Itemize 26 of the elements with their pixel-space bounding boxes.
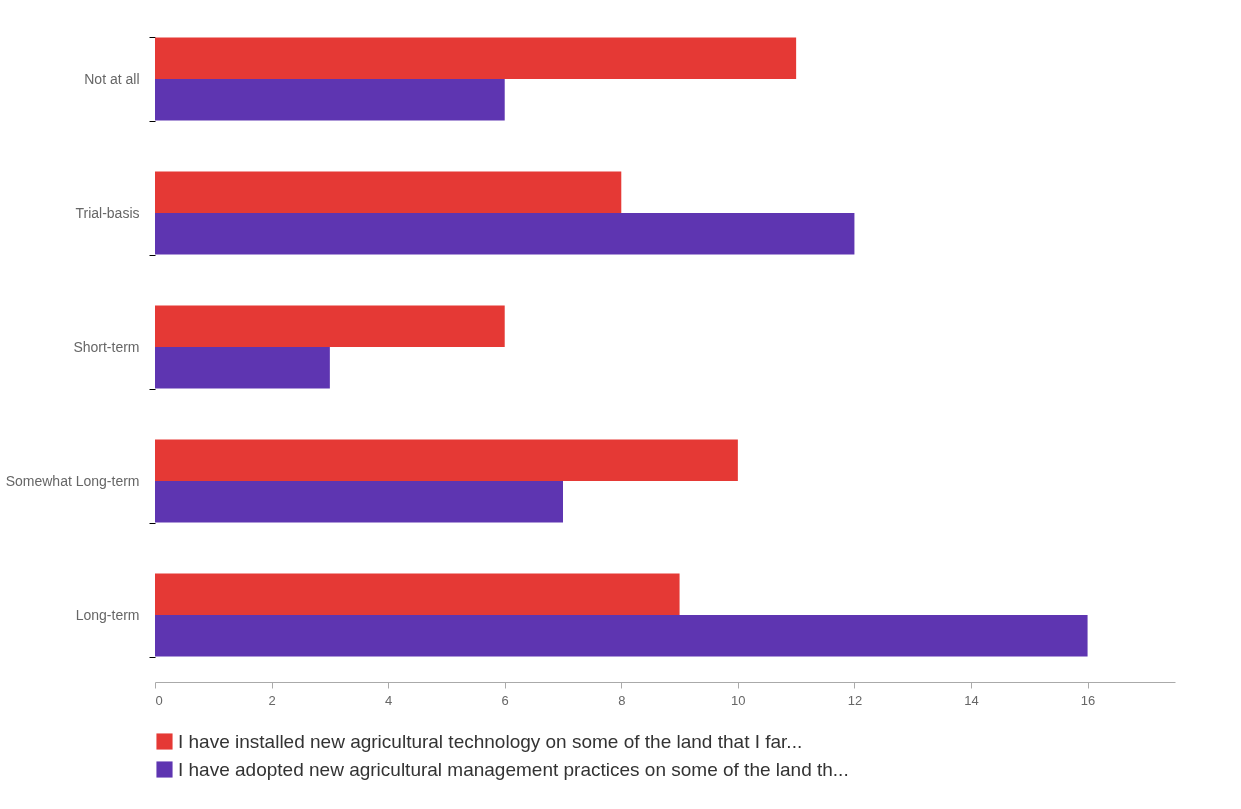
legend-label: I have installed new agricultural technology on some of the land that I far... xyxy=(178,730,803,752)
bar xyxy=(155,573,680,615)
y-tick-label: Not at all xyxy=(84,70,140,87)
x-tick-label: 14 xyxy=(964,692,979,708)
x-tick-label: 4 xyxy=(385,692,393,708)
bar xyxy=(155,37,797,79)
x-tick-label: 0 xyxy=(155,692,163,708)
y-tick-label: Somewhat Long-term xyxy=(5,472,140,489)
bar xyxy=(155,213,855,255)
x-tick-label: 8 xyxy=(618,692,626,708)
bar xyxy=(155,305,505,347)
bar xyxy=(155,439,738,481)
bar xyxy=(155,79,505,121)
y-tick-label: Trial-basis xyxy=(75,204,140,221)
x-tick-label: 2 xyxy=(268,692,276,708)
x-tick-label: 16 xyxy=(1080,692,1096,708)
bar xyxy=(155,615,1088,657)
bar xyxy=(155,347,330,389)
y-tick-label: Long-term xyxy=(75,606,140,623)
x-tick-label: 10 xyxy=(731,692,746,708)
x-tick-label: 6 xyxy=(501,692,509,708)
bar xyxy=(155,171,622,213)
x-tick-label: 12 xyxy=(847,692,863,708)
bar xyxy=(155,481,563,523)
y-tick-label: Short-term xyxy=(73,338,140,355)
legend-label: I have adopted new agricultural management practices on some of the land th... xyxy=(178,758,849,780)
